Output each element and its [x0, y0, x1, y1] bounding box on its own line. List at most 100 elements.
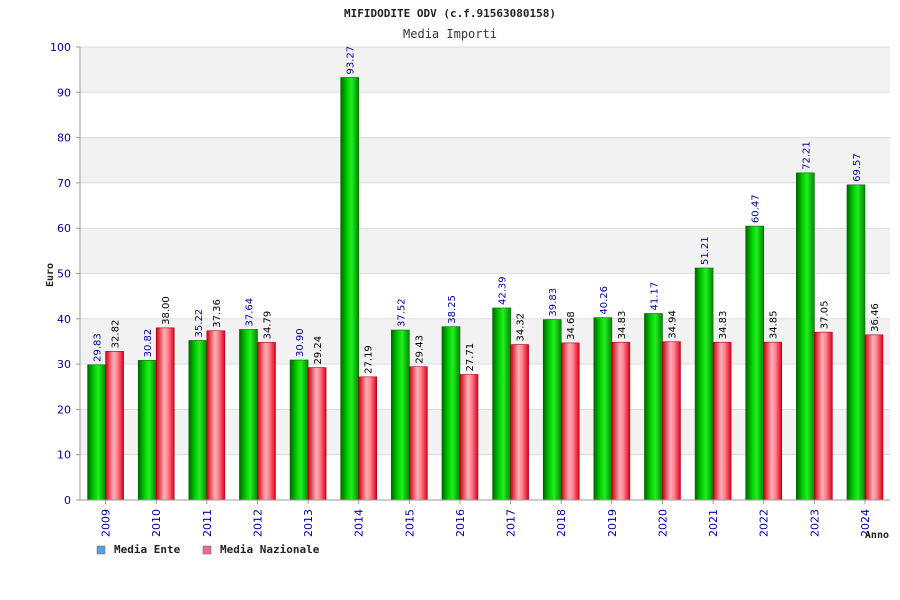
grid-band	[80, 92, 890, 138]
bar-media-nazionale	[155, 327, 175, 501]
value-label-nazionale: 34.68	[566, 311, 577, 340]
x-tick-label: 2017	[505, 509, 518, 537]
bar-media-ente	[846, 184, 866, 501]
bar-media-ente	[239, 329, 258, 501]
value-label-ente: 41.17	[649, 282, 660, 311]
y-tick-label: 10	[57, 449, 71, 462]
bar-media-nazionale	[307, 367, 327, 501]
bar-media-ente	[694, 267, 714, 501]
x-axis-ticks: 2009 2010 2011 2012 2013 2014 2015 2016 2017 2018…	[100, 500, 872, 537]
bar-media-ente	[593, 317, 613, 501]
chart-subtitle: Media Importi	[403, 27, 497, 41]
legend-label-ente: Media Ente	[114, 543, 181, 556]
chart-title: MIFIDODITE ODV (c.f.91563080158)	[344, 7, 556, 20]
y-tick-label: 100	[50, 41, 71, 54]
bar-media-ente	[745, 225, 765, 501]
grid-band	[80, 47, 890, 93]
x-tick-label: 2014	[353, 509, 366, 537]
value-label-nazionale: 34.79	[262, 311, 273, 340]
bar-media-nazionale	[510, 344, 529, 501]
y-axis-label: Euro	[45, 263, 56, 287]
y-tick-label: 20	[57, 403, 71, 416]
bar-media-nazionale	[257, 342, 276, 501]
bar-media-ente	[340, 77, 360, 501]
bar-media-nazionale	[409, 366, 428, 501]
x-tick-label: 2019	[606, 509, 619, 537]
value-label-ente: 38.25	[447, 295, 458, 324]
x-tick-label: 2018	[555, 509, 568, 537]
value-label-nazionale: 34.83	[718, 311, 729, 340]
x-tick-label: 2013	[302, 509, 315, 537]
bar-media-nazionale	[105, 351, 124, 501]
x-tick-label: 2010	[150, 509, 163, 537]
value-label-ente: 42.39	[498, 276, 509, 305]
bar-media-ente	[542, 319, 562, 501]
value-label-nazionale: 34.32	[516, 313, 527, 342]
value-label-ente: 72.21	[801, 141, 812, 170]
grid-band	[80, 137, 890, 183]
value-label-nazionale: 37.36	[212, 299, 223, 328]
value-label-ente: 37.64	[244, 298, 255, 327]
value-label-nazionale: 27.19	[364, 345, 375, 374]
bar-media-ente	[391, 329, 410, 501]
value-label-ente: 39.83	[548, 288, 559, 317]
bar-media-ente	[188, 340, 208, 501]
x-tick-label: 2022	[758, 509, 771, 537]
value-label-nazionale: 36.46	[870, 303, 881, 332]
bar-media-ente	[289, 359, 309, 501]
value-label-ente: 93.27	[346, 46, 357, 75]
y-axis-ticks: 0 10 20 30 40 50 60 70 80 90 100	[50, 41, 80, 507]
y-tick-label: 80	[57, 132, 71, 145]
bar-media-nazionale	[560, 342, 580, 501]
value-label-ente: 35.22	[194, 309, 205, 338]
x-tick-label: 2016	[454, 509, 467, 537]
bar-media-nazionale	[358, 376, 378, 501]
bar-media-nazionale	[814, 331, 833, 501]
bar-media-nazionale	[763, 341, 783, 501]
y-tick-label: 70	[57, 177, 71, 190]
bar-media-nazionale	[662, 341, 681, 501]
bar-media-nazionale	[864, 334, 884, 501]
x-tick-label: 2015	[403, 509, 416, 537]
value-label-nazionale: 32.82	[111, 320, 122, 349]
value-label-ente: 40.26	[599, 286, 610, 315]
value-label-nazionale: 34.94	[667, 310, 678, 339]
legend-swatch-nazionale	[202, 545, 212, 555]
bar-media-ente	[644, 313, 663, 501]
x-tick-label: 2020	[656, 509, 669, 537]
bar-media-nazionale	[611, 341, 631, 501]
legend-swatch-ente	[96, 545, 106, 555]
x-tick-label: 2011	[201, 509, 214, 537]
x-tick-label: 2009	[100, 509, 113, 537]
value-label-nazionale: 29.43	[414, 335, 425, 364]
y-tick-label: 60	[57, 222, 71, 235]
bar-media-nazionale	[459, 374, 479, 501]
bar-media-ente	[137, 360, 157, 501]
value-label-ente: 37.52	[396, 298, 407, 327]
bar-media-ente	[441, 326, 461, 501]
x-tick-label: 2012	[251, 509, 264, 537]
y-tick-label: 40	[57, 313, 71, 326]
bar-media-ente	[796, 172, 815, 501]
y-tick-label: 0	[64, 494, 71, 507]
x-tick-label: 2023	[808, 509, 821, 537]
bar-media-nazionale	[206, 330, 226, 501]
value-label-nazionale: 27.71	[465, 343, 476, 372]
value-label-ente: 69.57	[852, 153, 863, 182]
bar-media-nazionale	[712, 341, 732, 501]
legend: Media Ente Media Nazionale	[96, 543, 320, 556]
bar-media-ente	[492, 307, 511, 501]
value-label-nazionale: 37.05	[819, 301, 830, 330]
value-label-nazionale: 34.85	[769, 310, 780, 339]
value-label-ente: 60.47	[751, 194, 762, 223]
value-labels: 29.83 32.82 30.82 38.00 35.22 37.36 37.64 34.79…	[93, 46, 881, 374]
legend-label-nazionale: Media Nazionale	[220, 543, 320, 556]
value-label-nazionale: 29.24	[313, 336, 324, 365]
y-tick-label: 30	[57, 358, 71, 371]
value-label-ente: 30.90	[295, 328, 306, 357]
grid-band	[80, 228, 890, 274]
grid-band	[80, 182, 890, 229]
x-tick-label: 2024	[859, 509, 872, 537]
